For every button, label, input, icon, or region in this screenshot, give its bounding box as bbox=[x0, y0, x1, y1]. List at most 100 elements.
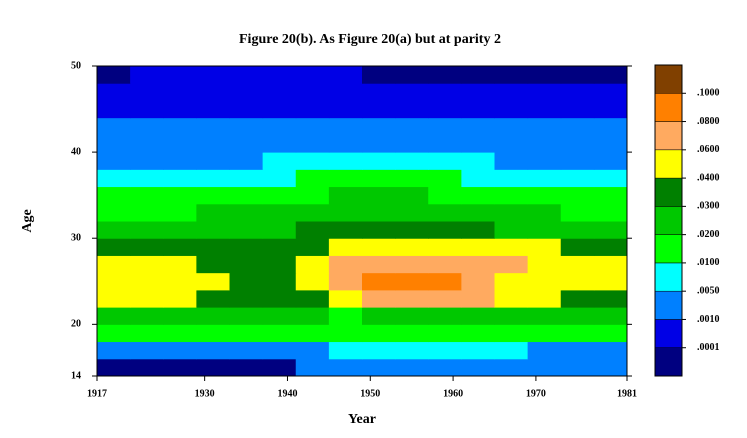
cell bbox=[163, 186, 197, 205]
cell bbox=[295, 238, 330, 256]
cell bbox=[428, 83, 462, 101]
cell bbox=[328, 117, 363, 136]
cell bbox=[593, 238, 628, 256]
cell bbox=[461, 83, 495, 101]
cell bbox=[362, 255, 396, 274]
cell bbox=[494, 117, 529, 136]
cell bbox=[395, 307, 429, 325]
cell bbox=[97, 134, 131, 153]
cell bbox=[395, 358, 429, 377]
cell bbox=[527, 307, 562, 325]
cell bbox=[295, 341, 330, 360]
cell bbox=[428, 186, 462, 205]
cell bbox=[560, 307, 595, 325]
cell bbox=[262, 100, 297, 119]
cell bbox=[229, 117, 264, 136]
y-tick-label: 30 bbox=[71, 233, 81, 244]
cell bbox=[527, 341, 562, 360]
cell bbox=[163, 152, 197, 170]
cell bbox=[461, 117, 495, 136]
cell bbox=[229, 83, 264, 101]
cell bbox=[196, 289, 230, 308]
cell bbox=[196, 100, 230, 119]
cell bbox=[328, 169, 363, 188]
cell bbox=[494, 221, 529, 239]
legend-swatch bbox=[654, 121, 683, 151]
cell bbox=[328, 221, 363, 239]
cell bbox=[461, 289, 495, 308]
cell bbox=[494, 307, 529, 325]
legend-swatch bbox=[654, 262, 683, 292]
cell bbox=[229, 341, 264, 360]
cell bbox=[196, 169, 230, 188]
cell bbox=[229, 358, 264, 377]
cell bbox=[328, 255, 363, 274]
legend-swatch bbox=[654, 64, 683, 94]
cell bbox=[229, 66, 264, 84]
cell bbox=[395, 203, 429, 222]
cell bbox=[262, 221, 297, 239]
cell bbox=[229, 272, 264, 291]
x-tick-label: 1970 bbox=[526, 388, 546, 399]
cell bbox=[593, 100, 628, 119]
cell bbox=[527, 169, 562, 188]
cell bbox=[295, 186, 330, 205]
legend-label: .0001 bbox=[697, 342, 720, 353]
cell bbox=[494, 203, 529, 222]
cell bbox=[196, 221, 230, 239]
cell bbox=[362, 221, 396, 239]
cell bbox=[362, 66, 396, 84]
cell bbox=[262, 203, 297, 222]
cell bbox=[362, 203, 396, 222]
cell bbox=[428, 324, 462, 343]
legend-swatch bbox=[654, 290, 683, 320]
cell bbox=[461, 186, 495, 205]
cell bbox=[229, 238, 264, 256]
cell bbox=[196, 324, 230, 343]
cell bbox=[229, 221, 264, 239]
cell bbox=[130, 255, 164, 274]
plot-frame bbox=[96, 65, 628, 377]
cell bbox=[262, 117, 297, 136]
cell bbox=[593, 186, 628, 205]
cell bbox=[328, 358, 363, 377]
cell bbox=[295, 203, 330, 222]
cell bbox=[262, 341, 297, 360]
cell bbox=[395, 66, 429, 84]
cell bbox=[461, 134, 495, 153]
cell bbox=[560, 152, 595, 170]
cell bbox=[196, 152, 230, 170]
cell bbox=[163, 272, 197, 291]
cell bbox=[461, 66, 495, 84]
cell bbox=[395, 238, 429, 256]
cell bbox=[97, 221, 131, 239]
legend-swatch bbox=[654, 149, 683, 179]
cell bbox=[196, 83, 230, 101]
cell bbox=[395, 134, 429, 153]
cell bbox=[262, 289, 297, 308]
cell bbox=[527, 100, 562, 119]
cell bbox=[196, 134, 230, 153]
cell bbox=[328, 152, 363, 170]
cell bbox=[560, 324, 595, 343]
cell bbox=[560, 169, 595, 188]
cell bbox=[130, 238, 164, 256]
cell bbox=[560, 117, 595, 136]
cell bbox=[362, 307, 396, 325]
legend-swatch bbox=[654, 347, 683, 377]
legend-label: .0300 bbox=[697, 201, 720, 212]
cell bbox=[229, 100, 264, 119]
legend-label: .0100 bbox=[697, 257, 720, 268]
cell bbox=[328, 324, 363, 343]
y-tick-label: 40 bbox=[71, 146, 81, 157]
cell bbox=[461, 341, 495, 360]
cell bbox=[428, 169, 462, 188]
cell bbox=[461, 324, 495, 343]
cell bbox=[163, 83, 197, 101]
cell bbox=[494, 341, 529, 360]
legend-swatch bbox=[654, 234, 683, 264]
cell bbox=[527, 66, 562, 84]
cell bbox=[295, 83, 330, 101]
cell bbox=[196, 272, 230, 291]
